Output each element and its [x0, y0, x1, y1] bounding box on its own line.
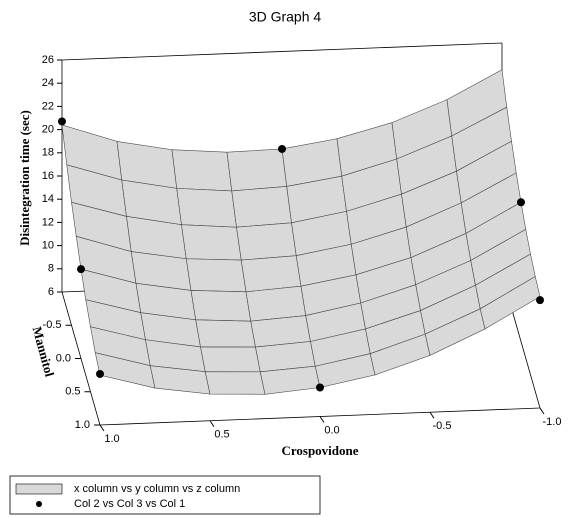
y-tick-label: 1.0: [75, 419, 90, 431]
surface-patch: [204, 371, 266, 395]
x-tick-label: 0.5: [214, 429, 229, 441]
surface-patch: [200, 346, 261, 373]
y-axis-title: Mannitol: [30, 325, 58, 379]
z-axis-title: Disintegration time (sec): [17, 110, 32, 246]
legend-box: [9, 475, 321, 515]
surface-patch: [176, 188, 237, 228]
data-point: [278, 144, 286, 153]
y-tick-label: 0.0: [56, 352, 71, 364]
data-point: [517, 198, 525, 207]
x-axis-title: Crospovidone: [281, 443, 358, 458]
x-tick-label: 1.0: [104, 433, 119, 445]
y-tick-label: -0.5: [43, 319, 62, 331]
z-tick-label: 22: [42, 100, 54, 112]
data-point: [536, 296, 544, 305]
surface-patch: [181, 224, 242, 261]
data-point: [77, 265, 85, 274]
z-tick-label: 20: [42, 124, 54, 136]
legend-marker: [36, 501, 42, 507]
z-tick-label: 10: [42, 240, 54, 252]
legend-label: Col 2 vs Col 3 vs Col 1: [74, 498, 185, 510]
x-tick-label: 0.0: [324, 424, 339, 436]
surface-patch: [245, 285, 307, 322]
box-edge: [61, 42, 503, 61]
x-tick: [99, 424, 105, 432]
x-tick: [539, 407, 545, 415]
z-tick-label: 18: [42, 147, 54, 159]
data-point: [58, 117, 66, 126]
y-tick-label: 0.5: [65, 386, 80, 398]
surface-patch: [195, 319, 256, 348]
z-tick-label: 14: [42, 193, 54, 205]
surface-patch: [185, 258, 247, 293]
data-point: [316, 383, 324, 392]
x-tick: [429, 411, 435, 419]
z-tick-label: 6: [48, 286, 54, 298]
surface-patch: [226, 148, 288, 192]
z-tick-label: 24: [42, 77, 54, 89]
legend-label: x column vs y column vs z column: [74, 483, 240, 495]
x-tick-label: -0.5: [433, 420, 452, 432]
z-tick-label: 8: [48, 263, 54, 275]
legend-swatch: [15, 483, 63, 495]
z-tick-label: 12: [42, 216, 54, 228]
x-tick: [319, 416, 325, 423]
surface-patch: [240, 255, 302, 293]
z-tick-label: 26: [42, 54, 54, 66]
surface-patch: [190, 290, 252, 322]
z-tick-label: 16: [42, 170, 54, 182]
chart-title: 3D Graph 4: [249, 9, 322, 25]
surface-patch: [236, 222, 297, 261]
surface-patch: [231, 186, 292, 228]
x-tick-label: -1.0: [543, 416, 562, 428]
surface-patch: [171, 149, 233, 192]
x-tick: [209, 420, 215, 428]
data-point: [96, 369, 104, 378]
